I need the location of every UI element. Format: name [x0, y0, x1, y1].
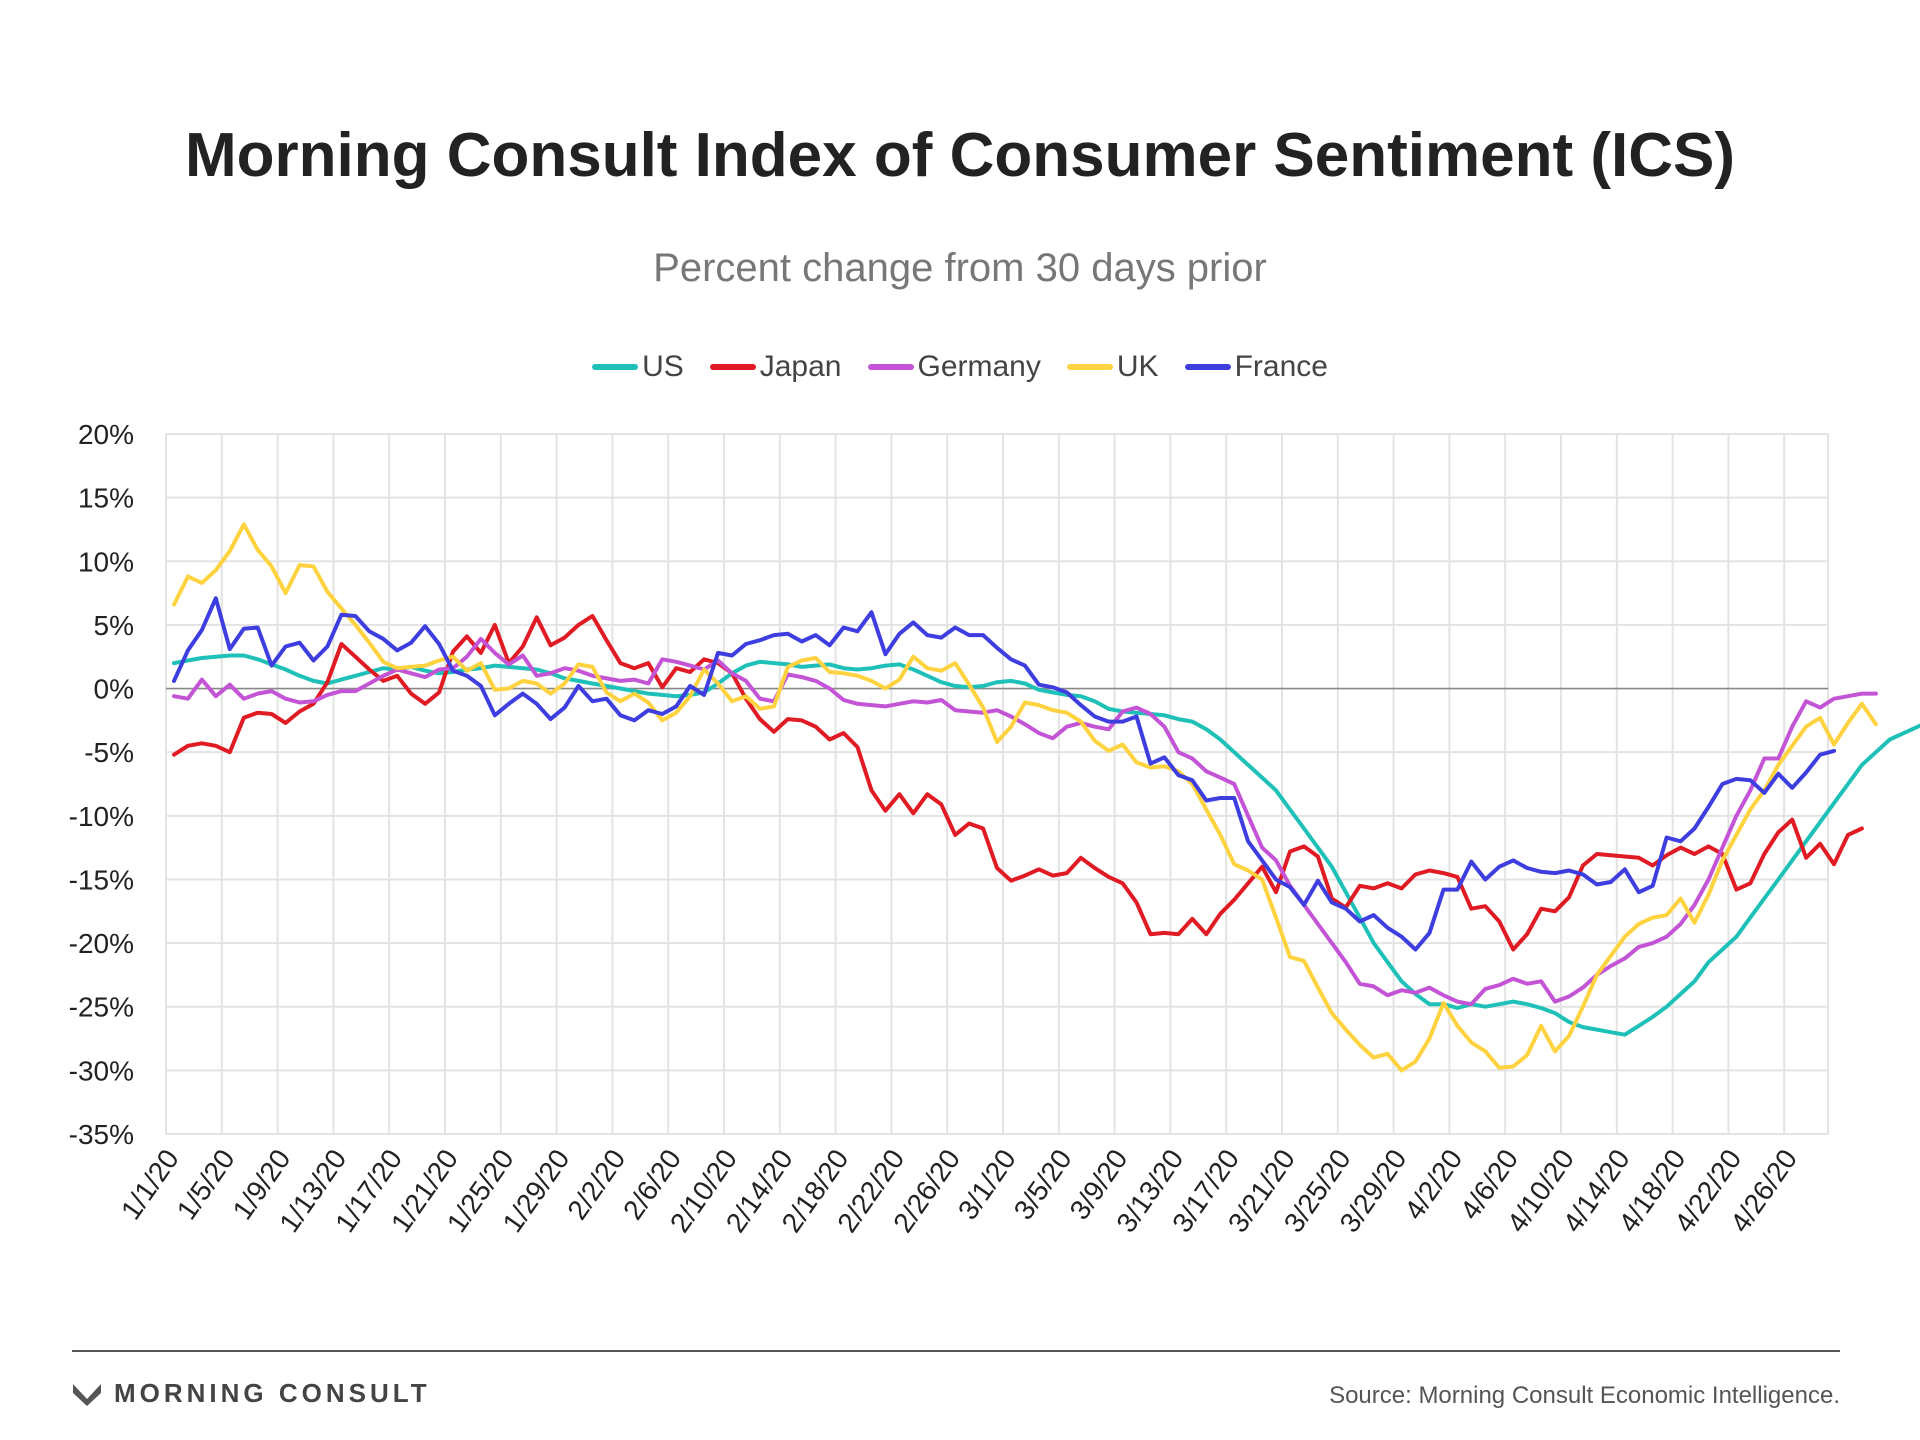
series-line-germany	[172, 636, 1878, 1007]
x-tick-label: 1/5/20	[171, 1144, 241, 1226]
chart-legend: US Japan Germany UK France	[0, 350, 1920, 384]
brand-name: MORNING CONSULT	[114, 1378, 431, 1408]
y-tick-label: 5%	[94, 610, 134, 641]
line-chart: 20% 15% 10% 5% 0% -5% -10% -15% -20% -25% -30% -35%…	[69, 419, 1920, 1238]
legend-swatch	[592, 364, 639, 370]
x-tick-label: 3/5/20	[1008, 1144, 1078, 1226]
legend-swatch	[867, 364, 914, 370]
y-tick-label: -10%	[69, 801, 134, 832]
chart-title: Morning Consult Index of Consumer Sentim…	[185, 121, 1735, 190]
legend-item-france: France	[1184, 350, 1328, 384]
legend-label: Germany	[917, 350, 1041, 383]
legend-label: Japan	[759, 350, 842, 383]
legend-item-us: US	[592, 350, 684, 384]
y-tick-label: -35%	[69, 1119, 134, 1150]
morning-consult-logo-icon	[73, 1383, 101, 1406]
source-note: Source: Morning Consult Economic Intelli…	[1329, 1382, 1840, 1409]
legend-swatch	[1184, 364, 1231, 370]
legend-label: UK	[1116, 350, 1159, 383]
legend-item-japan: Japan	[709, 350, 842, 384]
brand-logo: MORNING CONSULT	[72, 1378, 431, 1409]
x-tick-label: 3/1/20	[952, 1144, 1022, 1226]
series-line-uk	[172, 522, 1878, 1073]
y-tick-label: -5%	[84, 737, 134, 768]
y-tick-label: 10%	[78, 546, 134, 577]
y-tick-label: -20%	[69, 928, 134, 959]
legend-item-uk: UK	[1066, 350, 1159, 384]
legend-swatch	[709, 364, 756, 370]
y-tick-label: -30%	[69, 1055, 134, 1086]
legend-label: France	[1234, 350, 1328, 383]
y-tick-label: 20%	[78, 419, 134, 450]
x-tick-label: 1/1/20	[115, 1144, 185, 1226]
series-line-france	[172, 596, 1836, 952]
y-tick-label: -15%	[69, 864, 134, 895]
chart-subtitle: Percent change from 30 days prior	[653, 246, 1267, 290]
series-line-japan	[172, 614, 1864, 952]
y-tick-label: 15%	[78, 483, 134, 514]
legend-item-germany: Germany	[867, 350, 1041, 384]
footer-divider	[72, 1350, 1840, 1352]
legend-swatch	[1066, 364, 1113, 370]
y-tick-label: -25%	[69, 992, 134, 1023]
y-tick-label: 0%	[94, 674, 134, 705]
series-line-us	[172, 653, 1920, 1037]
legend-label: US	[642, 350, 684, 383]
x-tick-label: 4/2/20	[1398, 1144, 1468, 1226]
x-tick-label: 2/2/20	[561, 1144, 631, 1226]
